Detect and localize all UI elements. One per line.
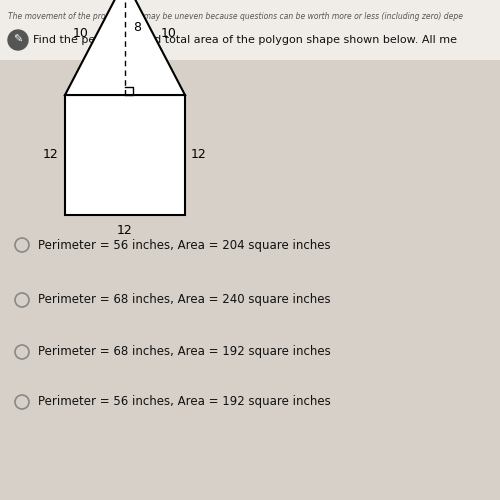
Text: Perimeter = 56 inches, Area = 204 square inches: Perimeter = 56 inches, Area = 204 square… [38,238,331,252]
Text: 10: 10 [73,27,89,40]
Text: Perimeter = 68 inches, Area = 192 square inches: Perimeter = 68 inches, Area = 192 square… [38,346,331,358]
Text: Perimeter = 56 inches, Area = 192 square inches: Perimeter = 56 inches, Area = 192 square… [38,396,331,408]
Text: 12: 12 [117,224,133,237]
Text: 10: 10 [161,27,177,40]
Bar [0,0,500,60]
Text: Perimeter = 68 inches, Area = 240 square inches: Perimeter = 68 inches, Area = 240 square… [38,294,331,306]
Text: Find the perimeter and total area of the polygon shape shown below. All me: Find the perimeter and total area of the… [33,35,457,45]
Text: The movement of the progress bar may be uneven because questions can be worth mo: The movement of the progress bar may be … [8,12,463,21]
Text: 12: 12 [191,148,207,162]
Text: ✎: ✎ [14,35,22,45]
Bar [65,95,185,215]
Polygon shape [65,0,185,95]
Circle shape [8,30,28,50]
Text: 12: 12 [43,148,59,162]
Text: 8: 8 [133,21,141,34]
